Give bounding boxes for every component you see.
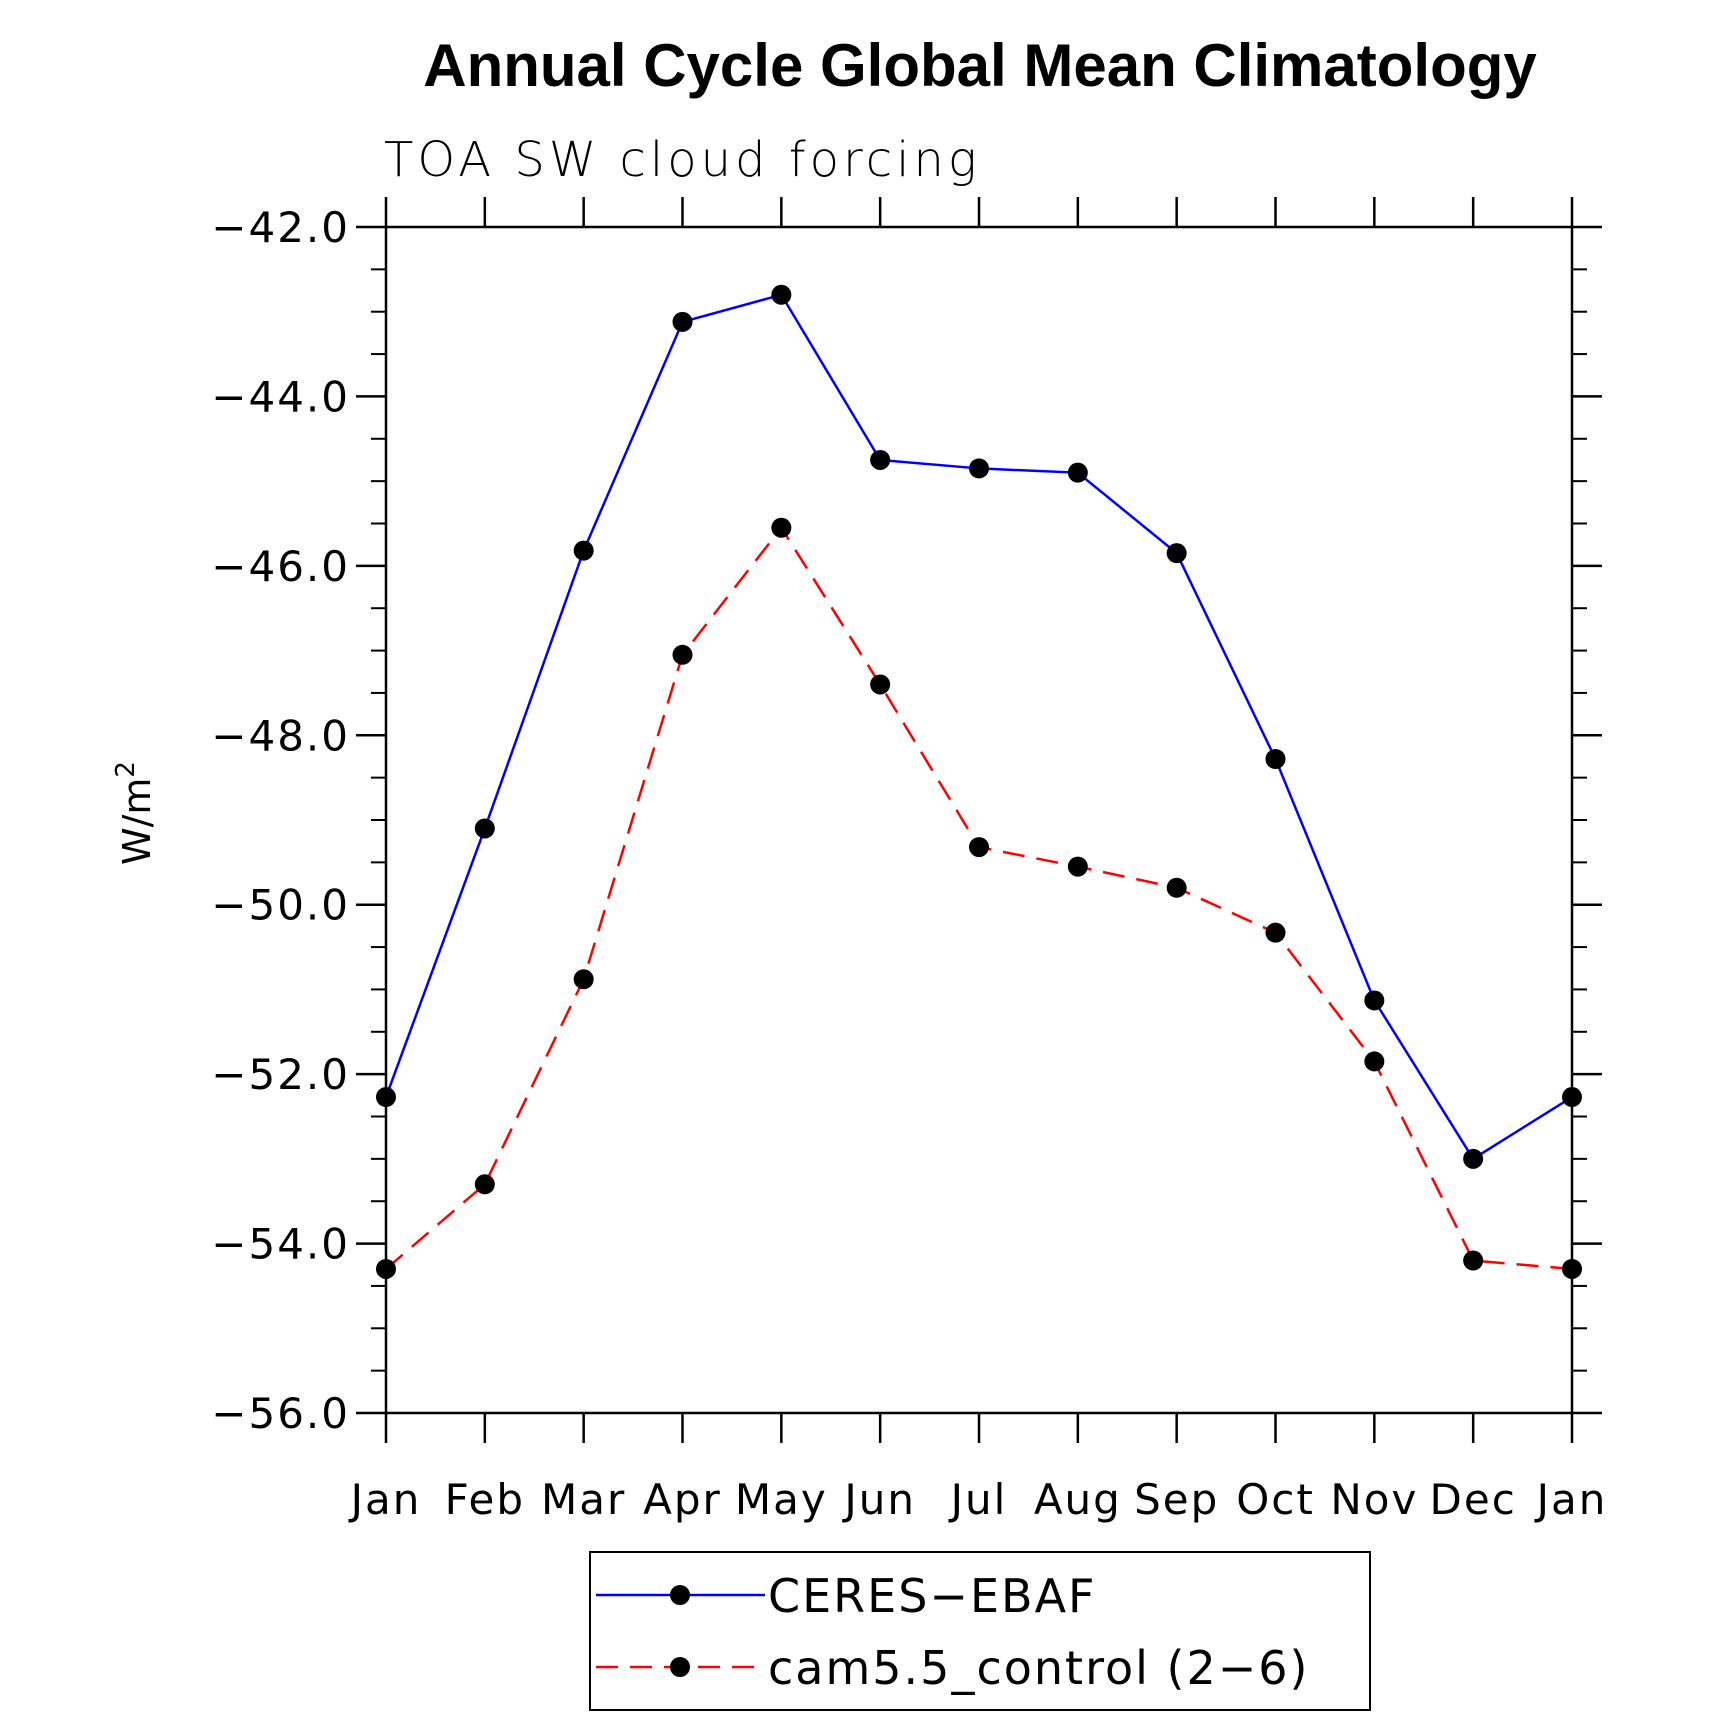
- y-tick-label: −48.0: [211, 711, 350, 760]
- y-tick-label: −46.0: [211, 542, 350, 591]
- y-axis-label: W/m2: [111, 761, 159, 865]
- chart-title: Annual Cycle Global Mean Climatology: [423, 32, 1537, 99]
- x-tick-label: Mar: [541, 1475, 626, 1524]
- x-tick-label: Jan: [1534, 1475, 1608, 1524]
- x-tick-label: Jan: [348, 1475, 422, 1524]
- data-point-series-0: [573, 540, 594, 561]
- data-point-series-0: [771, 284, 792, 305]
- legend-box: [589, 1551, 1371, 1711]
- data-point-series-0: [1166, 543, 1187, 564]
- data-point-series-0: [969, 458, 989, 479]
- data-point-series-1: [1562, 1258, 1582, 1279]
- data-point-series-1: [1067, 856, 1088, 877]
- data-point-series-0: [1265, 749, 1286, 770]
- svg-text:W/m2: W/m2: [111, 761, 159, 865]
- data-point-series-0: [870, 449, 891, 470]
- data-point-series-1: [376, 1258, 396, 1279]
- x-tick-label: Nov: [1330, 1475, 1418, 1524]
- data-point-series-1: [672, 644, 693, 665]
- data-point-series-1: [573, 969, 594, 990]
- x-tick-label: Oct: [1236, 1475, 1315, 1524]
- y-tick-label: −56.0: [211, 1389, 350, 1438]
- x-tick-label: Apr: [643, 1475, 722, 1524]
- series-line-1: [385, 525, 1573, 1271]
- data-point-series-1: [771, 517, 792, 538]
- legend-marker-1: [670, 1657, 690, 1677]
- x-tick-label: Jun: [841, 1475, 916, 1524]
- x-tick-label: Sep: [1134, 1475, 1219, 1524]
- plot-area: [376, 284, 1582, 1279]
- y-axis-label-superscript: 2: [111, 761, 141, 778]
- legend: CERES−EBAF cam5.5_control (2−6): [589, 1551, 1371, 1711]
- series-line-0: [384, 293, 1573, 1161]
- x-tick-label: May: [735, 1475, 828, 1524]
- x-tick-label: Feb: [445, 1475, 525, 1524]
- x-ticks: Jan Feb Mar Apr May Jun Jul Aug Sep Oct Nov Dec Jan: [348, 197, 1608, 1524]
- data-point-series-1: [474, 1174, 495, 1195]
- data-point-series-0: [376, 1087, 396, 1108]
- y-ticks: −42.0 −44.0 −46.0 −48.0 −50.0 −52.0 −54.0 −56.0: [211, 203, 1602, 1438]
- data-point-series-1: [969, 837, 989, 858]
- y-tick-label: −54.0: [211, 1220, 350, 1269]
- x-tick-label: Dec: [1430, 1475, 1517, 1524]
- legend-label-0: CERES−EBAF: [768, 1569, 1097, 1623]
- data-point-series-0: [1067, 462, 1088, 483]
- legend-marker-0: [670, 1585, 690, 1605]
- data-point-series-0: [1562, 1087, 1582, 1108]
- data-point-series-0: [672, 311, 693, 332]
- x-tick-label: Aug: [1034, 1475, 1122, 1524]
- data-point-series-1: [1364, 1051, 1385, 1072]
- data-point-series-0: [1364, 990, 1385, 1011]
- data-point-series-1: [1463, 1250, 1484, 1271]
- y-tick-label: −52.0: [211, 1050, 350, 1099]
- data-point-series-1: [1265, 922, 1286, 943]
- y-tick-label: −42.0: [211, 203, 350, 252]
- plot-axes: [384, 225, 1574, 1415]
- y-tick-label: −50.0: [211, 881, 350, 930]
- chart-subtitle: TOA SW cloud forcing: [384, 132, 981, 188]
- data-point-series-0: [1463, 1148, 1484, 1169]
- legend-label-1: cam5.5_control (2−6): [768, 1641, 1310, 1695]
- data-point-series-0: [474, 818, 495, 839]
- x-tick-label: Jul: [948, 1475, 1008, 1524]
- data-point-series-1: [870, 674, 891, 695]
- plot-frame: [384, 225, 1574, 1415]
- y-axis-label-base: W/m: [115, 778, 159, 865]
- y-tick-label: −44.0: [211, 372, 350, 421]
- data-point-series-1: [1166, 877, 1187, 898]
